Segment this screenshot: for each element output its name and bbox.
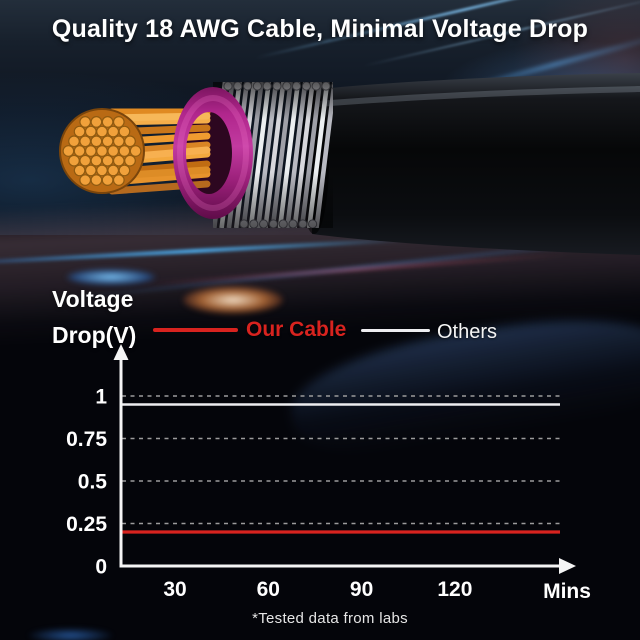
y-axis-title: Voltage Drop(V)	[52, 281, 136, 353]
light-beam	[0, 237, 410, 265]
light-beam	[51, 233, 640, 302]
y-axis-title-line2: Drop(V)	[52, 322, 137, 348]
legend-others-line	[361, 329, 430, 332]
blue-glow	[28, 628, 113, 640]
x-axis-arrow	[559, 558, 576, 574]
page-title: Quality 18 AWG Cable, Minimal Voltage Dr…	[51, 15, 589, 43]
y-tick-label: 0	[95, 556, 107, 579]
y-tick-label: 0.5	[78, 471, 108, 494]
legend-our-cable-label: Our Cable	[246, 318, 347, 341]
legend-others-label: Others	[437, 321, 498, 343]
y-axis-title-line1: Voltage	[52, 286, 134, 312]
footnote: *Tested data from labs	[252, 610, 408, 627]
x-tick-label: 90	[350, 578, 373, 601]
orange-glow	[183, 286, 283, 314]
x-tick-label: 60	[257, 578, 280, 601]
legend-our-cable-line	[153, 328, 238, 332]
x-tick-label: 30	[163, 578, 186, 601]
pink-light-streak	[140, 253, 570, 286]
y-tick-label: 0.75	[66, 428, 107, 451]
y-tick-label: 0.25	[66, 513, 107, 536]
x-unit-label: Mins	[543, 580, 591, 603]
x-tick-label: 120	[437, 578, 472, 601]
y-tick-label: 1	[95, 386, 107, 409]
